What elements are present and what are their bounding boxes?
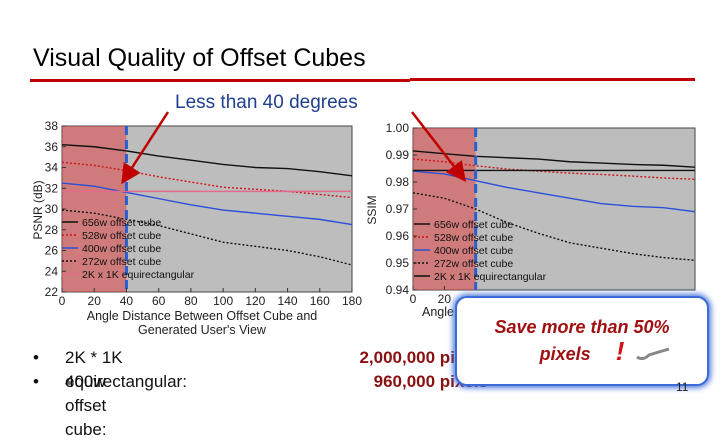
series-line	[412, 192, 696, 261]
y-tick-label: 30	[45, 202, 59, 216]
x-tick-label: 100	[213, 294, 233, 308]
legend-label: 656w offset cube	[434, 219, 513, 231]
callout-text: Less than 40 degrees	[175, 92, 358, 113]
legend-label: 528w offset cube	[434, 232, 513, 244]
save-note-line2: pixels	[539, 344, 591, 364]
y-tick-label: 24	[45, 264, 59, 278]
y-tick-label: 0.99	[386, 148, 410, 162]
legend-label: 400w offset cube	[434, 245, 513, 257]
y-tick-label: 0.97	[386, 202, 410, 216]
series-line	[412, 150, 696, 168]
title-rule-left	[30, 79, 410, 82]
x-tick-label: 180	[342, 294, 362, 308]
y-tick-label: 0.95	[386, 256, 410, 270]
x-tick-label: 80	[184, 294, 198, 308]
series-line	[61, 209, 353, 266]
y-axis-label: SSIM	[365, 195, 379, 224]
bullet-label: 400w offset cube:	[65, 372, 107, 439]
y-tick-label: 22	[45, 285, 59, 299]
legend-label: 2K x 1K equirectangular	[82, 269, 195, 281]
charts-canvas: 22 24 26 28 30 32 34 36 38 0 20 40 60 80 100 120 140 160 1…	[31, 111, 696, 308]
x-tick-label: 20	[438, 292, 452, 306]
legend-label: 272w offset cube	[82, 256, 161, 268]
series-line	[61, 182, 353, 226]
legend-label: 528w offset cube	[82, 230, 161, 242]
exclamation-icon: !	[615, 336, 625, 366]
callout-arrow-left	[121, 111, 170, 185]
bullet-dot: •	[33, 372, 39, 391]
y-tick-label: 36	[45, 140, 59, 154]
y-tick-label: 0.96	[386, 229, 410, 243]
x-tick-label: 60	[152, 294, 166, 308]
save-note-box: Save more than 50% pixels !	[455, 296, 709, 386]
series-line	[61, 161, 353, 199]
x-tick-label: 0	[59, 294, 66, 308]
x-tick-label: 40	[120, 294, 134, 308]
ssim-xlabel: Angle	[422, 305, 454, 319]
legend-label: 656w offset cube	[82, 217, 161, 229]
series-line	[61, 143, 353, 177]
y-tick-label: 0.98	[386, 175, 410, 189]
ssim-chart: 0.94 0.95 0.96 0.97 0.98 0.99 1.00 0 20 SSIM 656w …	[365, 121, 696, 306]
page-number: 11	[676, 380, 689, 394]
y-tick-label: 0.94	[386, 283, 410, 297]
x-tick-label: 0	[410, 292, 417, 306]
bullet-label: 2K * 1K equirectangular:	[65, 348, 187, 391]
y-tick-label: 26	[45, 244, 59, 258]
legend-label: 400w offset cube	[82, 243, 161, 255]
y-tick-label: 28	[45, 223, 59, 237]
save-note-text: Save more than 50% pixels !	[457, 315, 707, 366]
y-tick-label: 38	[45, 119, 59, 133]
y-tick-label: 34	[45, 161, 59, 175]
x-tick-label: 140	[278, 294, 298, 308]
save-note-line2-row: pixels !	[457, 336, 707, 366]
bullet-dot: •	[33, 348, 39, 367]
psnr-xlabel: Angle Distance Between Offset Cube and G…	[86, 309, 318, 337]
callout-arrow-right	[411, 111, 467, 182]
highlight-region	[62, 126, 127, 292]
series-line	[412, 158, 696, 180]
y-tick-label: 32	[45, 181, 59, 195]
slide-title: Visual Quality of Offset Cubes	[33, 44, 366, 72]
checkmark-icon	[636, 347, 670, 361]
title-rule-right	[410, 78, 695, 81]
y-tick-label: 1.00	[386, 121, 410, 135]
x-tick-label: 20	[88, 294, 102, 308]
y-axis-label: PSNR (dB)	[31, 180, 45, 239]
legend-label: 272w offset cube	[434, 258, 513, 270]
psnr-chart: 22 24 26 28 30 32 34 36 38 0 20 40 60 80 100 120 140 160 1…	[31, 119, 362, 308]
save-note-line1: Save more than 50%	[494, 317, 670, 337]
legend-label: 2K x 1K equirectangular	[434, 271, 547, 283]
x-tick-label: 120	[245, 294, 265, 308]
x-tick-label: 160	[310, 294, 330, 308]
